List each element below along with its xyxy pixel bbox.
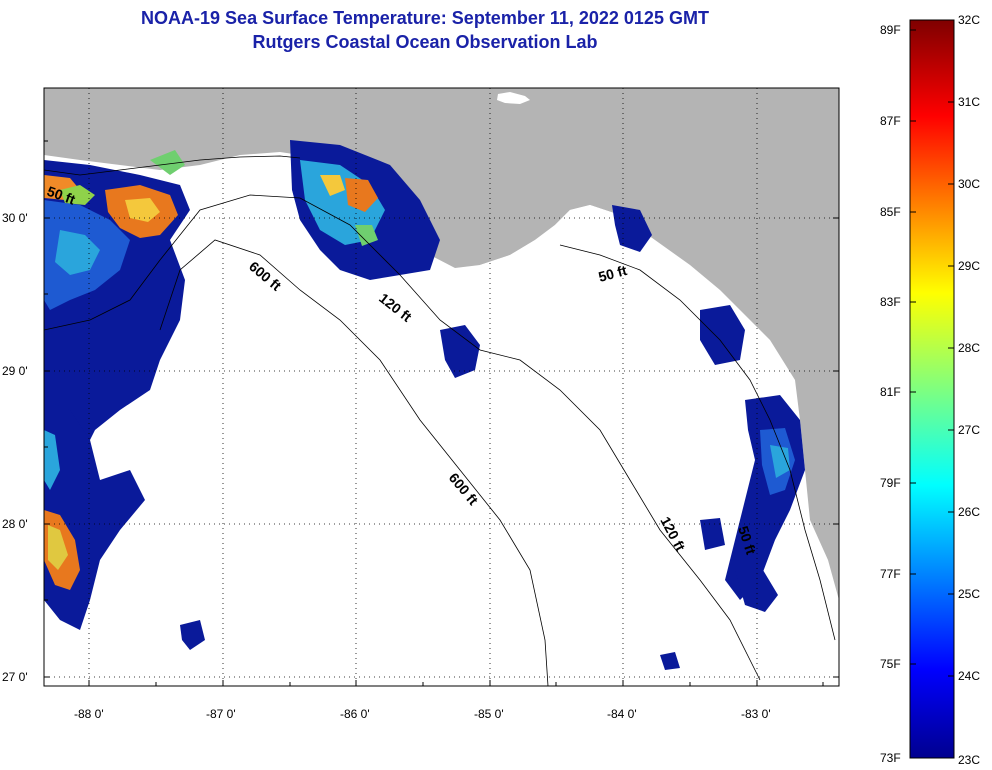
- lon-label-83: -83 0': [741, 707, 771, 721]
- island-north: [497, 92, 530, 104]
- colorbar-c-28: 28C: [958, 341, 980, 355]
- colorbar-f-87: 87F: [880, 114, 901, 128]
- colorbar-c-25: 25C: [958, 587, 980, 601]
- colorbar-c-26: 26C: [958, 505, 980, 519]
- lat-label-30: 30 0': [2, 211, 28, 225]
- map-title: NOAA-19 Sea Surface Temperature: Septemb…: [141, 8, 709, 28]
- lat-label-29: 29 0': [2, 364, 28, 378]
- colorbar: [909, 19, 955, 759]
- colorbar-f-75: 75F: [880, 657, 901, 671]
- tick-marks: [44, 140, 839, 686]
- sst-data-layer: [44, 140, 805, 670]
- lon-label-87: -87 0': [206, 707, 236, 721]
- map-frame: [43, 87, 840, 687]
- lat-label-28: 28 0': [2, 517, 28, 531]
- contour-50ft: [44, 155, 836, 641]
- contour-120ft: [44, 194, 761, 681]
- lon-label-85: -85 0': [474, 707, 504, 721]
- colorbar-c-27: 27C: [958, 423, 980, 437]
- lat-label-27: 27 0': [2, 670, 28, 684]
- map-subtitle: Rutgers Coastal Ocean Observation Lab: [252, 32, 598, 52]
- colorbar-c-23: 23C: [958, 753, 980, 767]
- lon-label-84: -84 0': [607, 707, 637, 721]
- colorbar-f-79: 79F: [880, 476, 901, 490]
- lon-label-86: -86 0': [340, 707, 370, 721]
- colorbar-c-30: 30C: [958, 177, 980, 191]
- colorbar-f-77: 77F: [880, 567, 901, 581]
- colorbar-ticks: [910, 19, 954, 677]
- colorbar-f-73: 73F: [880, 751, 901, 765]
- contour-600ft: [159, 239, 549, 686]
- colorbar-f-81: 81F: [880, 385, 901, 399]
- colorbar-f-83: 83F: [880, 295, 901, 309]
- colorbar-c-31: 31C: [958, 95, 980, 109]
- lon-label-88: -88 0': [74, 707, 104, 721]
- colorbar-f-89: 89F: [880, 23, 901, 37]
- colorbar-c-29: 29C: [958, 259, 980, 273]
- contour-label-50-east: 50 ft: [597, 262, 629, 285]
- colorbar-c-24: 24C: [958, 669, 980, 683]
- colorbar-c-32: 32C: [958, 13, 980, 27]
- colorbar-f-85: 85F: [880, 205, 901, 219]
